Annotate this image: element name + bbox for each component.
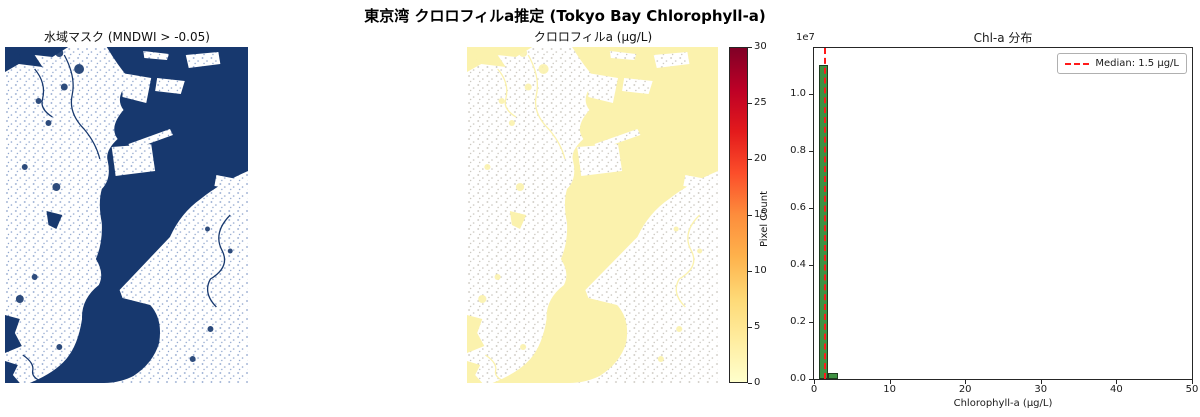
- colorbar-tick: [748, 270, 752, 272]
- histogram-plot-area: Median: 1.5 μg/L: [813, 47, 1193, 380]
- x-tick-label: 10: [883, 384, 896, 395]
- colorbar-tick-label: 5: [754, 321, 761, 332]
- y-tick: [809, 207, 813, 209]
- colorbar-tick: [748, 214, 752, 216]
- x-tick: [1192, 380, 1193, 384]
- x-tick: [814, 380, 815, 384]
- colorbar-tick-label: 10: [754, 265, 767, 276]
- y-tick: [809, 264, 813, 266]
- y-tick: [809, 379, 813, 380]
- map-svg: [5, 47, 248, 383]
- x-axis-label: Chlorophyll-a (μg/L): [953, 398, 1053, 409]
- water-mask-map: [5, 47, 248, 383]
- colorbar-tick-label: 25: [754, 97, 767, 108]
- colorbar-tick: [748, 102, 752, 104]
- colorbar-tick-label: 15: [754, 209, 767, 220]
- histogram-bar: [828, 373, 839, 379]
- colorbar-tick-label: 0: [754, 377, 761, 388]
- colorbar-gradient: [729, 47, 748, 383]
- y-tick-label: 0.4: [790, 258, 806, 270]
- y-tick-label: 1.0: [790, 87, 806, 99]
- legend-label: Median: 1.5 μg/L: [1095, 58, 1179, 69]
- x-tick: [889, 380, 891, 384]
- chlorophyll-map-title: クロロフィルa (μg/L): [533, 30, 653, 44]
- y-tick-label: 0.6: [790, 201, 806, 213]
- x-tick: [1040, 380, 1042, 384]
- x-tick: [1116, 380, 1118, 384]
- figure-title: 東京湾 クロロフィルa推定 (Tokyo Bay Chlorophyll-a): [364, 7, 766, 25]
- x-tick-label: 50: [1185, 384, 1199, 395]
- y-tick: [809, 150, 813, 152]
- y-axis-offset-text: 1e7: [796, 32, 815, 43]
- histogram-title: Chl-a 分布: [973, 31, 1033, 45]
- median-line: [824, 48, 827, 379]
- colorbar-tick-label: 30: [754, 41, 767, 52]
- colorbar-tick-label: 20: [754, 153, 767, 164]
- map-svg: [467, 47, 718, 383]
- x-tick: [965, 380, 967, 384]
- colorbar-tick: [748, 158, 752, 160]
- x-tick-label: 40: [1110, 384, 1123, 395]
- legend: Median: 1.5 μg/L: [1057, 53, 1187, 74]
- water-mask-title: 水域マスク (MNDWI > -0.05): [44, 30, 210, 44]
- y-tick: [809, 321, 813, 323]
- x-tick-label: 20: [958, 384, 972, 395]
- colorbar-tick: [748, 382, 752, 384]
- y-tick-label: 0.8: [790, 144, 806, 156]
- chlorophyll-map: [467, 47, 718, 383]
- histogram-bar: [818, 65, 829, 379]
- x-tick-label: 0: [810, 384, 818, 395]
- median-line-sample: [1065, 62, 1090, 65]
- y-tick: [809, 93, 813, 95]
- x-tick-label: 30: [1034, 384, 1048, 395]
- colorbar-tick: [748, 326, 752, 328]
- y-tick-label: 0.0: [790, 373, 806, 384]
- colorbar-tick: [748, 46, 752, 48]
- y-tick-label: 0.2: [790, 315, 806, 327]
